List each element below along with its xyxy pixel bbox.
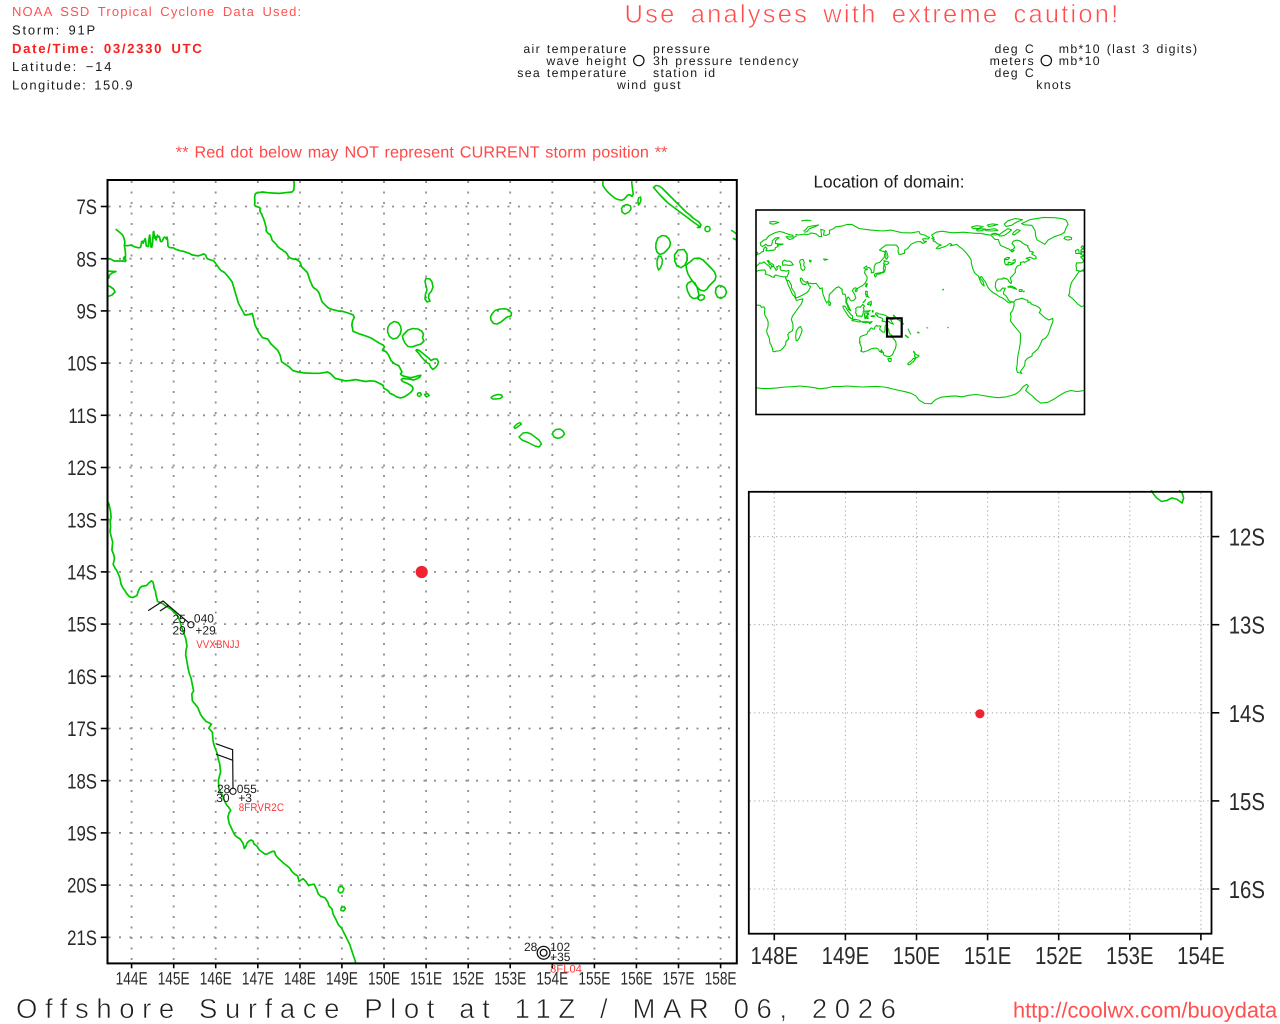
svg-text:18S: 18S [67, 770, 97, 793]
svg-text:147E: 147E [242, 968, 274, 988]
svg-text:8S: 8S [76, 248, 97, 271]
svg-text:20S: 20S [67, 875, 97, 898]
svg-text:055: 055 [237, 782, 257, 796]
svg-text:28: 28 [524, 940, 538, 954]
svg-text:150E: 150E [368, 968, 400, 988]
svg-text:148E: 148E [751, 943, 798, 970]
svg-text:153E: 153E [494, 968, 526, 988]
svg-text:152E: 152E [1035, 943, 1082, 970]
svg-text:16S: 16S [67, 666, 97, 689]
svg-text:14S: 14S [67, 562, 97, 585]
svg-text:VVXBNJJ: VVXBNJJ [196, 639, 239, 651]
svg-text:154E: 154E [536, 968, 568, 988]
svg-text:8FRVR2C: 8FRVR2C [239, 802, 284, 814]
svg-text:pressure: pressure [653, 42, 711, 56]
svg-text:153E: 153E [1106, 943, 1153, 970]
svg-text:station id: station id [653, 66, 716, 80]
svg-text:19S: 19S [67, 823, 97, 846]
svg-text:13S: 13S [67, 509, 97, 532]
svg-text:deg C: deg C [994, 66, 1035, 80]
svg-text:12S: 12S [67, 457, 97, 480]
svg-text:9S: 9S [76, 301, 97, 324]
svg-text:14S: 14S [1229, 701, 1265, 728]
svg-text:12S: 12S [1229, 525, 1265, 552]
svg-text:150E: 150E [893, 943, 940, 970]
svg-text:29: 29 [172, 624, 186, 638]
svg-text:21S: 21S [67, 927, 97, 950]
svg-text:156E: 156E [620, 968, 652, 988]
svg-text:25: 25 [172, 612, 186, 626]
svg-text:meters: meters [990, 54, 1035, 68]
svg-text:17S: 17S [67, 718, 97, 741]
svg-text:16S: 16S [1229, 877, 1265, 904]
svg-text:157E: 157E [663, 968, 695, 988]
svg-text:102: 102 [550, 940, 570, 954]
svg-text:+3: +3 [238, 791, 252, 805]
svg-text:8FL04: 8FL04 [550, 964, 582, 976]
svg-text:151E: 151E [410, 968, 442, 988]
svg-text:sea temperature: sea temperature [517, 66, 627, 80]
svg-text:mb*10 (last 3 digits): mb*10 (last 3 digits) [1059, 42, 1199, 56]
svg-text:Latitude: −14: Latitude: −14 [12, 59, 113, 74]
svg-text:Date/Time: 03/2330 UTC: Date/Time: 03/2330 UTC [12, 41, 203, 56]
svg-text:wave height: wave height [545, 54, 627, 68]
svg-text:Offshore Surface Plot at 11Z /: Offshore Surface Plot at 11Z / MAR 06, 2… [16, 993, 903, 1024]
svg-text:http://coolwx.com/buoydata: http://coolwx.com/buoydata [1013, 998, 1278, 1023]
svg-text:149E: 149E [326, 968, 358, 988]
svg-text:149E: 149E [822, 943, 869, 970]
svg-text:154E: 154E [1177, 943, 1224, 970]
svg-text:145E: 145E [158, 968, 190, 988]
svg-text:13S: 13S [1229, 613, 1265, 640]
svg-text:** Red dot below may NOT repre: ** Red dot below may NOT represent CURRE… [176, 144, 668, 162]
svg-text:+29: +29 [195, 624, 216, 638]
svg-text:152E: 152E [452, 968, 484, 988]
svg-text:air temperature: air temperature [523, 42, 627, 56]
svg-text:151E: 151E [964, 943, 1011, 970]
svg-text:NOAA SSD Tropical Cyclone Data: NOAA SSD Tropical Cyclone Data Used: [12, 4, 302, 19]
svg-text:mb*10: mb*10 [1059, 54, 1101, 68]
svg-text:Storm: 91P: Storm: 91P [12, 23, 97, 38]
svg-text:deg C: deg C [994, 42, 1035, 56]
svg-text:Longitude: 150.9: Longitude: 150.9 [12, 77, 134, 92]
svg-text:knots: knots [1036, 78, 1072, 92]
svg-text:+35: +35 [550, 950, 571, 964]
svg-text:11S: 11S [68, 405, 97, 428]
svg-text:155E: 155E [578, 968, 610, 988]
svg-text:3h pressure tendency: 3h pressure tendency [653, 54, 800, 68]
svg-text:148E: 148E [284, 968, 316, 988]
svg-text:7S: 7S [76, 196, 97, 219]
svg-text:144E: 144E [116, 968, 148, 988]
svg-text:30: 30 [216, 791, 230, 805]
svg-text:wind gust: wind gust [616, 78, 682, 92]
svg-text:Use analyses with extreme caut: Use analyses with extreme caution! [625, 0, 1121, 28]
svg-text:040: 040 [194, 612, 214, 626]
svg-text:28: 28 [217, 782, 231, 796]
svg-text:146E: 146E [200, 968, 232, 988]
svg-text:15S: 15S [67, 614, 97, 637]
svg-text:Location of domain:: Location of domain: [813, 171, 964, 191]
svg-text:10S: 10S [67, 353, 97, 376]
svg-text:15S: 15S [1229, 789, 1265, 816]
svg-text:158E: 158E [705, 968, 737, 988]
